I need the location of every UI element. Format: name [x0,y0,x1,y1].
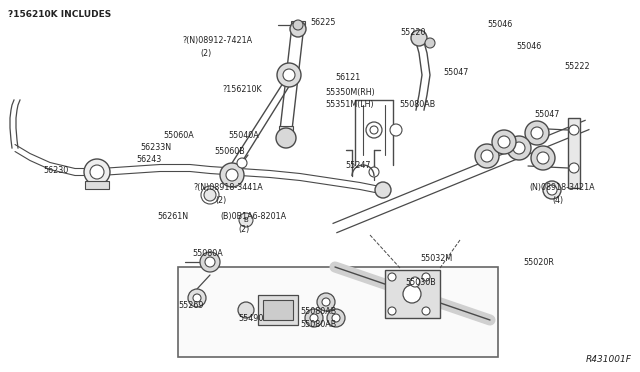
Circle shape [90,165,104,179]
Circle shape [411,30,427,46]
Text: 56225: 56225 [310,18,335,27]
Text: (2): (2) [200,49,211,58]
Bar [385,270,440,318]
Circle shape [410,277,420,287]
Circle shape [322,298,330,306]
Text: 55220: 55220 [400,28,426,37]
Text: 55350M(RH): 55350M(RH) [325,88,375,97]
Text: (2): (2) [238,225,249,234]
Circle shape [498,136,510,148]
Text: 55080AB: 55080AB [300,320,336,329]
Text: ?156210K INCLUDES: ?156210K INCLUDES [8,10,111,19]
Circle shape [525,121,549,145]
Bar [291,21,305,29]
Circle shape [193,294,201,302]
Text: 55080A: 55080A [192,249,223,258]
Text: 55490: 55490 [238,314,264,323]
Text: ?(N)08918-3441A: ?(N)08918-3441A [193,183,263,192]
Circle shape [388,307,396,315]
Text: R431001F: R431001F [586,355,632,364]
Circle shape [422,307,430,315]
Text: (2): (2) [215,196,227,205]
Circle shape [290,21,306,37]
Text: (N)08918-3421A: (N)08918-3421A [529,183,595,192]
Circle shape [475,144,499,168]
Text: 56243: 56243 [136,155,161,164]
Circle shape [366,122,382,138]
Text: 55080AB: 55080AB [300,307,336,316]
Circle shape [531,127,543,139]
Circle shape [390,124,402,136]
Circle shape [239,213,253,227]
Circle shape [425,38,435,48]
Circle shape [238,302,254,318]
Circle shape [220,163,244,187]
Text: 55030B: 55030B [405,278,436,287]
Circle shape [237,158,247,168]
Bar [85,181,109,189]
Circle shape [531,146,555,170]
Circle shape [481,150,493,162]
Text: 55047: 55047 [443,68,468,77]
Text: 55351M(LH): 55351M(LH) [325,100,374,109]
Text: 55040A: 55040A [228,131,259,140]
Text: 55047: 55047 [534,110,559,119]
Circle shape [200,252,220,272]
Text: 55020R: 55020R [523,258,554,267]
Circle shape [226,169,238,181]
Text: 56230: 56230 [43,166,68,175]
Circle shape [537,152,549,164]
Circle shape [569,125,579,135]
Text: 55060A: 55060A [163,131,194,140]
Circle shape [84,159,110,185]
Text: 55269: 55269 [178,301,204,310]
Circle shape [332,314,340,322]
Bar [178,267,498,357]
Polygon shape [568,118,580,188]
Circle shape [276,128,296,148]
Circle shape [543,181,561,199]
Circle shape [277,63,301,87]
Circle shape [569,163,579,173]
Bar [263,300,293,320]
Text: ?(N)08912-7421A: ?(N)08912-7421A [182,36,252,45]
Text: 55046: 55046 [516,42,541,51]
Circle shape [513,142,525,154]
Circle shape [317,293,335,311]
Text: 55046: 55046 [487,20,512,29]
Text: 55247: 55247 [345,161,371,170]
Text: 55222: 55222 [564,62,589,71]
Text: 56261N: 56261N [157,212,188,221]
Circle shape [369,167,379,177]
Text: ?156210K: ?156210K [222,85,262,94]
Text: (B)0B1A6-8201A: (B)0B1A6-8201A [220,212,286,221]
Circle shape [188,289,206,307]
Text: B: B [244,217,248,223]
Text: 55032M: 55032M [420,254,452,263]
Circle shape [492,130,516,154]
Bar [258,295,298,325]
Circle shape [403,285,421,303]
Text: 56121: 56121 [335,73,360,82]
Circle shape [310,314,318,322]
Circle shape [283,69,295,81]
Text: (4): (4) [552,196,563,205]
Circle shape [370,126,378,134]
Text: 55080AB: 55080AB [399,100,435,109]
Circle shape [205,257,215,267]
Circle shape [507,136,531,160]
Circle shape [293,20,303,30]
Bar [279,126,293,134]
Circle shape [375,182,391,198]
Circle shape [422,273,430,281]
Circle shape [547,185,557,195]
Circle shape [327,309,345,327]
Circle shape [204,189,216,201]
Circle shape [388,273,396,281]
Text: 55060B: 55060B [214,147,244,156]
Text: 56233N: 56233N [140,143,171,152]
Circle shape [305,309,323,327]
